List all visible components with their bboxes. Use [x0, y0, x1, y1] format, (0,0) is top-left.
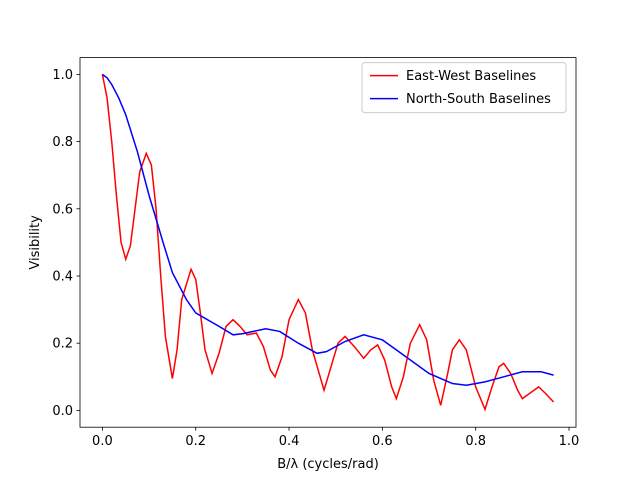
x-axis-label: B/λ (cycles/rad)	[277, 457, 379, 472]
x-tick-label: 0.2	[185, 434, 206, 449]
y-tick-label: 0.6	[52, 202, 73, 217]
line	[101, 73, 554, 386]
x-tick-label: 1.0	[559, 434, 580, 449]
x-tick-label: 0.0	[92, 434, 113, 449]
y-tick-label: 1.0	[52, 68, 73, 83]
x-tick-label: 0.8	[465, 434, 486, 449]
x-tick-label: 0.4	[279, 434, 300, 449]
y-tick-label: 0.2	[52, 337, 73, 352]
y-tick-label: 0.4	[52, 270, 73, 285]
y-axis-label: Visibility	[28, 215, 43, 270]
x-tick-label: 0.6	[372, 434, 393, 449]
line	[101, 74, 555, 412]
axes-frame	[79, 57, 577, 428]
y-tick-label: 0.8	[52, 135, 73, 150]
y-tick-label: 0.0	[52, 404, 73, 419]
legend-label: East-West Baselines	[406, 69, 536, 84]
legend-box	[361, 62, 567, 114]
legend-label: North-South Baselines	[406, 92, 551, 107]
